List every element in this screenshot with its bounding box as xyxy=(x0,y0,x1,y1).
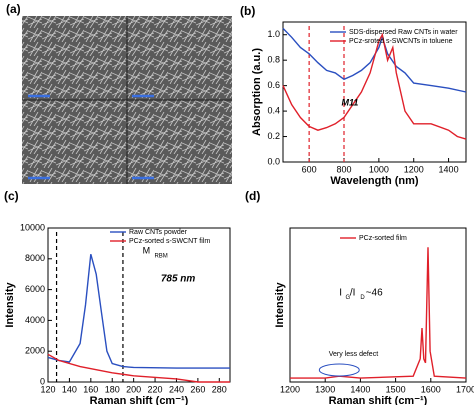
panel-label: (c) xyxy=(4,189,19,203)
y-tick-label: 4000 xyxy=(25,315,45,325)
panel-label: (b) xyxy=(240,4,255,18)
data-line xyxy=(282,27,467,93)
annotation: /I xyxy=(350,287,356,298)
annotation: ~46 xyxy=(366,287,383,298)
x-axis-label: Raman shift (cm⁻¹) xyxy=(329,395,428,405)
legend-label: SDS-dispersed Raw CNTs in water xyxy=(349,29,458,36)
y-tick-label: 0.4 xyxy=(267,105,280,115)
x-tick-label: 1200 xyxy=(404,164,424,174)
y-tick-label: 0 xyxy=(40,376,45,386)
x-tick-label: 1500 xyxy=(386,384,406,394)
x-tick-label: 140 xyxy=(62,384,77,394)
y-axis-label: Intensity xyxy=(4,282,16,328)
annotation: Very less defect xyxy=(329,351,378,358)
y-tick-label: 0.8 xyxy=(267,55,280,65)
x-tick-label: 160 xyxy=(83,384,98,394)
x-tick-label: 200 xyxy=(126,384,141,394)
x-axis-label: Raman shift (cm⁻¹) xyxy=(90,395,189,405)
y-tick-label: 6000 xyxy=(25,284,45,294)
y-axis-label: Absorption (a.u.) xyxy=(251,48,263,136)
legend-label: Raw CNTs powder xyxy=(129,229,188,236)
y-tick-label: 0.2 xyxy=(267,131,280,141)
legend-label: PCz-sorted film xyxy=(359,235,407,242)
x-tick-label: 1400 xyxy=(350,384,370,394)
annotation: M xyxy=(143,245,151,255)
annotation: M11 xyxy=(342,98,359,108)
y-tick-label: 10000 xyxy=(20,222,45,232)
data-line xyxy=(290,247,467,379)
y-axis-label: Intensity xyxy=(274,282,286,328)
y-tick-label: 0.0 xyxy=(267,156,280,166)
x-tick-label: 1300 xyxy=(315,384,335,394)
x-tick-label: 1000 xyxy=(369,164,389,174)
plot-frame xyxy=(47,227,231,383)
panel-label: (a) xyxy=(6,2,21,16)
x-tick-label: 800 xyxy=(336,164,351,174)
annotation: I xyxy=(339,287,342,298)
highlight-ellipse xyxy=(318,363,360,377)
plot-frame xyxy=(289,227,467,383)
x-axis-label: Wavelength (nm) xyxy=(330,175,419,187)
x-tick-label: 120 xyxy=(40,384,55,394)
x-tick-label: 1200 xyxy=(280,384,300,394)
annotation: RBM xyxy=(154,253,167,259)
x-tick-label: 1700 xyxy=(456,384,474,394)
x-tick-label: 220 xyxy=(148,384,163,394)
y-tick-label: 1.0 xyxy=(267,29,280,39)
x-tick-label: 1400 xyxy=(439,164,459,174)
y-tick-label: 2000 xyxy=(25,346,45,356)
x-tick-label: 180 xyxy=(105,384,120,394)
y-tick-label: 8000 xyxy=(25,253,45,263)
panel-label: (d) xyxy=(245,189,260,203)
legend-label: PCz-sroted s-SWCNTs in toluene xyxy=(349,38,453,45)
x-tick-label: 600 xyxy=(302,164,317,174)
x-tick-label: 260 xyxy=(190,384,205,394)
x-tick-label: 280 xyxy=(212,384,227,394)
annotation: G xyxy=(345,295,350,301)
annotation: D xyxy=(360,295,365,301)
data-line xyxy=(47,254,230,369)
y-tick-label: 0.6 xyxy=(267,80,280,90)
data-line xyxy=(282,32,467,140)
x-tick-label: 240 xyxy=(169,384,184,394)
legend-label: PCz-sorted s-SWCNT film xyxy=(129,238,210,245)
x-tick-label: 1600 xyxy=(421,384,441,394)
sem-image xyxy=(22,16,232,184)
data-line xyxy=(47,353,230,383)
annotation: 785 nm xyxy=(161,273,196,284)
